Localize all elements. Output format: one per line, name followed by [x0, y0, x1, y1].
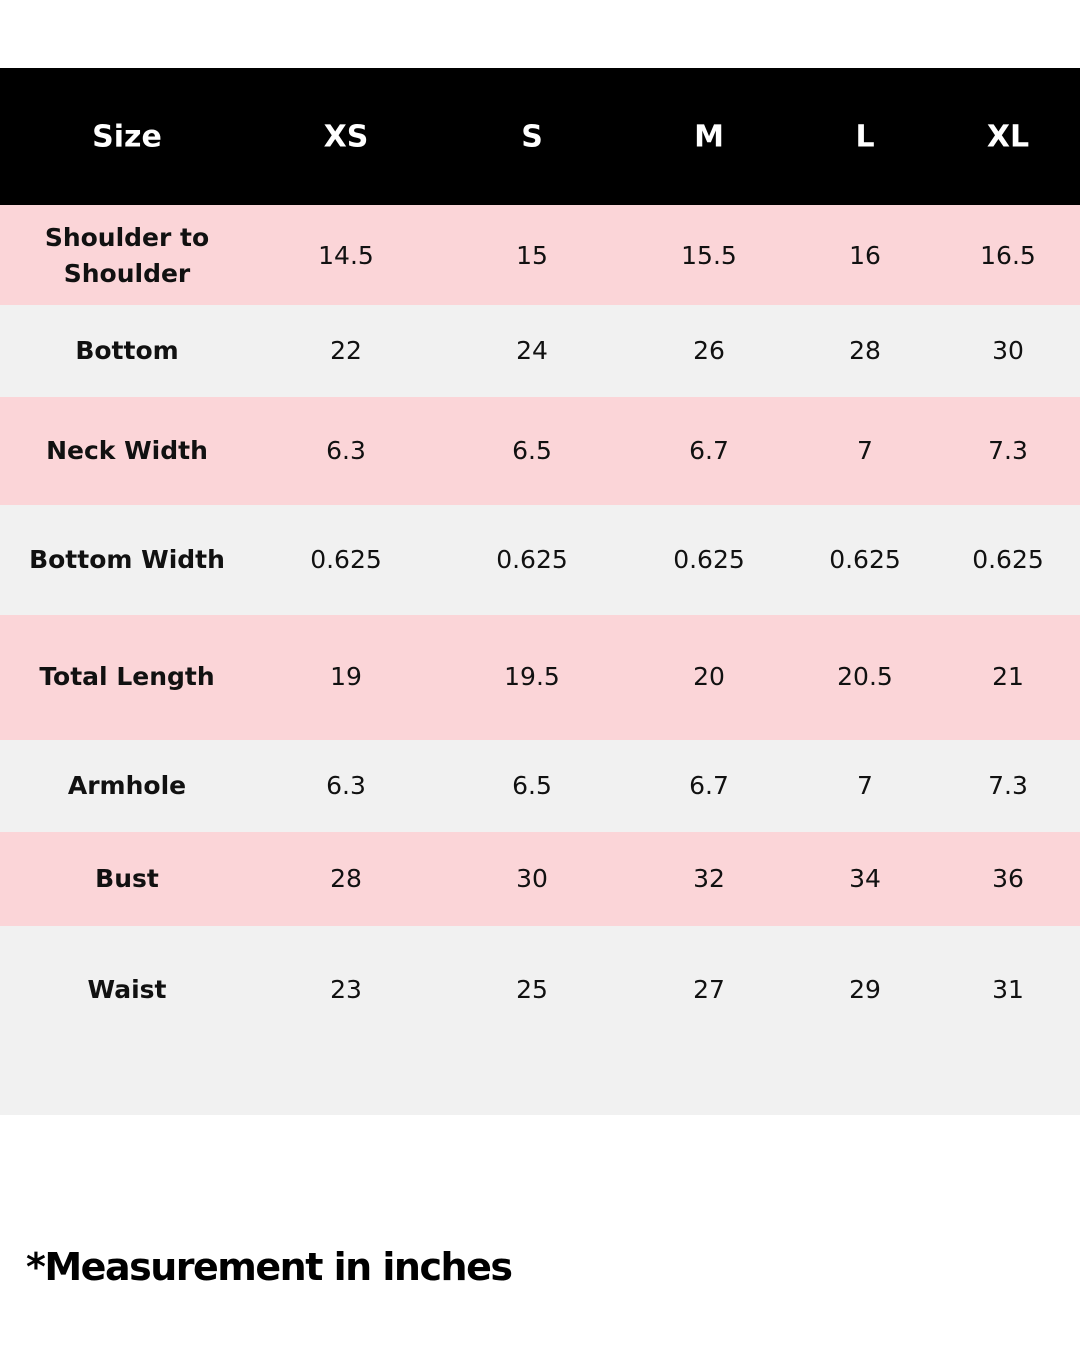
- value-cell: 7.3: [988, 770, 1028, 800]
- value-cell: 0.625: [310, 544, 382, 574]
- value-cell: 19: [330, 661, 362, 691]
- value-cell: 14.5: [318, 240, 374, 270]
- row-band: [0, 740, 1080, 832]
- value-cell: 23: [330, 974, 362, 1004]
- header-cell: XS: [323, 119, 369, 155]
- value-cell: 30: [516, 863, 548, 893]
- row-label: Bottom: [75, 335, 179, 365]
- header-cell: L: [855, 119, 875, 155]
- row-label: Shoulder to Shoulder: [44, 222, 210, 288]
- row-band: [0, 926, 1080, 1115]
- row-label: Total Length: [39, 661, 215, 691]
- value-cell: 28: [849, 335, 881, 365]
- footnote: *Measurement in inches: [26, 1245, 513, 1289]
- value-cell: 25: [516, 974, 548, 1004]
- value-cell: 29: [849, 974, 881, 1004]
- value-cell: 30: [992, 335, 1024, 365]
- value-cell: 7: [857, 770, 873, 800]
- value-cell: 6.3: [326, 435, 366, 465]
- value-cell: 21: [992, 661, 1024, 691]
- value-cell: 7: [857, 435, 873, 465]
- row-band: [0, 832, 1080, 926]
- value-cell: 6.7: [689, 770, 729, 800]
- header-cell: XL: [986, 119, 1030, 155]
- value-cell: 34: [849, 863, 881, 893]
- value-cell: 22: [330, 335, 362, 365]
- value-cell: 16: [849, 240, 881, 270]
- value-cell: 0.625: [673, 544, 745, 574]
- value-cell: 27: [693, 974, 725, 1004]
- row-band: [0, 305, 1080, 397]
- header-cell: Size: [92, 119, 162, 155]
- value-cell: 20: [693, 661, 725, 691]
- row-band: [0, 505, 1080, 615]
- row-label: Waist: [87, 974, 167, 1004]
- value-cell: 0.625: [496, 544, 568, 574]
- header-cell: S: [521, 119, 543, 155]
- value-cell: 24: [516, 335, 548, 365]
- value-cell: 36: [992, 863, 1024, 893]
- value-cell: 6.7: [689, 435, 729, 465]
- header-cell: M: [694, 119, 724, 155]
- header-band: [0, 68, 1080, 205]
- value-cell: 0.625: [829, 544, 901, 574]
- value-cell: 32: [693, 863, 725, 893]
- row-label: Neck Width: [46, 435, 208, 465]
- value-cell: 19.5: [504, 661, 560, 691]
- value-cell: 16.5: [980, 240, 1036, 270]
- row-band: [0, 205, 1080, 305]
- row-band: [0, 397, 1080, 505]
- value-cell: 6.5: [512, 770, 552, 800]
- value-cell: 28: [330, 863, 362, 893]
- value-cell: 7.3: [988, 435, 1028, 465]
- value-cell: 20.5: [837, 661, 893, 691]
- row-label: Bust: [95, 863, 159, 893]
- value-cell: 6.5: [512, 435, 552, 465]
- value-cell: 15.5: [681, 240, 737, 270]
- row-label: Bottom Width: [29, 544, 225, 574]
- value-cell: 0.625: [972, 544, 1044, 574]
- row-band: [0, 615, 1080, 740]
- row-label: Armhole: [67, 770, 187, 800]
- value-cell: 15: [516, 240, 548, 270]
- value-cell: 6.3: [326, 770, 366, 800]
- value-cell: 31: [992, 974, 1024, 1004]
- value-cell: 26: [693, 335, 725, 365]
